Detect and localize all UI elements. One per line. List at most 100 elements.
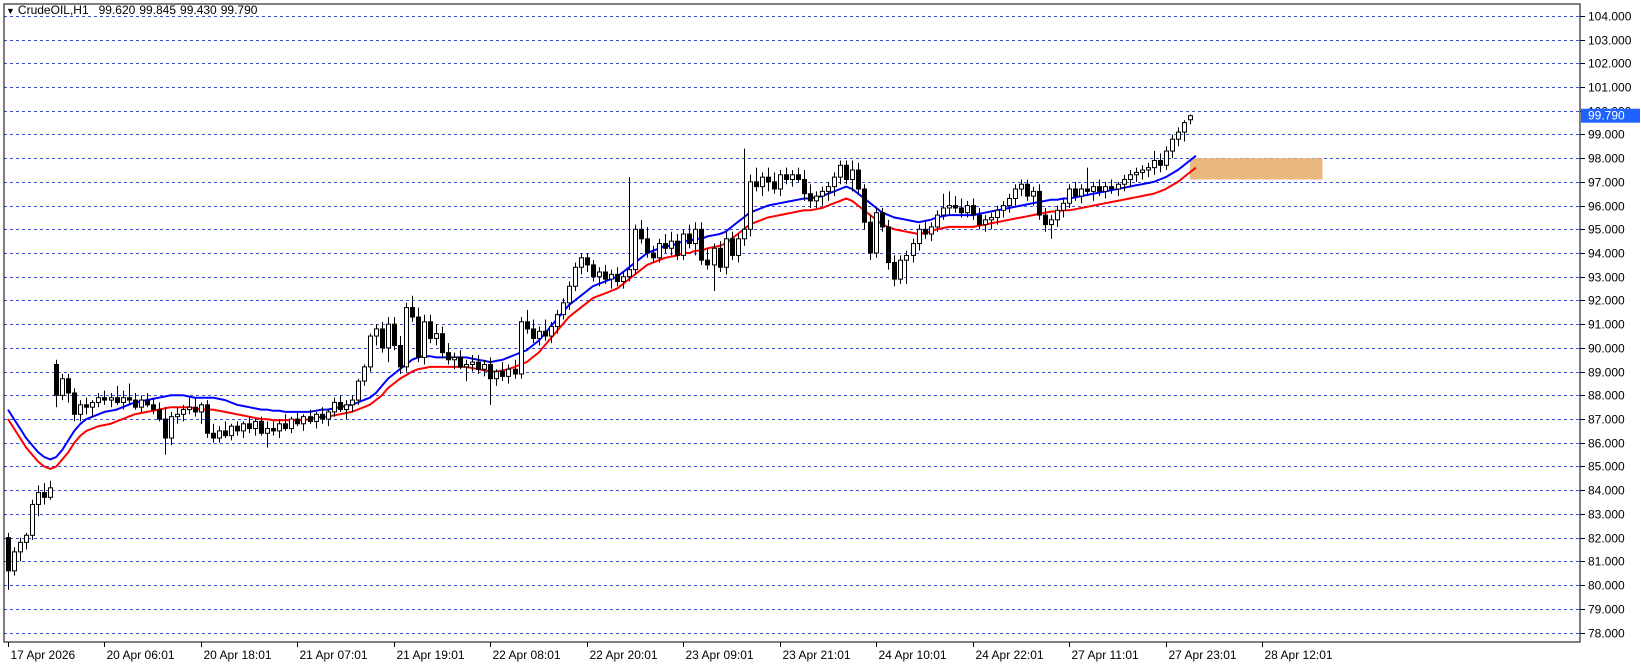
y-tick-label: 96.000: [1588, 200, 1625, 214]
candle-body: [687, 233, 692, 245]
candle-body: [121, 397, 126, 403]
candle-body: [1091, 186, 1096, 192]
candle-body: [223, 430, 228, 437]
candle-body: [211, 432, 216, 439]
candle-body: [102, 397, 107, 401]
y-tick-label: 85.000: [1588, 460, 1625, 474]
y-tick-label: 93.000: [1588, 271, 1625, 285]
candle-body: [326, 411, 331, 420]
candle-body: [289, 418, 294, 430]
candle-body: [1007, 197, 1012, 207]
candle-body: [380, 328, 385, 349]
candle-body: [663, 243, 668, 249]
time-axis[interactable]: 17 Apr 2026 20 Apr 06:01 20 Apr 18:01 21 Ap…: [8, 642, 1333, 662]
candle-body: [115, 397, 120, 403]
candle-body: [90, 401, 95, 408]
symbol-label: CrudeOIL,H1: [17, 3, 89, 17]
candle-body: [235, 425, 240, 432]
symbol-menu-icon[interactable]: ▼: [6, 6, 15, 16]
candle-body: [66, 378, 71, 394]
candle-body: [84, 404, 89, 408]
candle-body: [96, 397, 101, 403]
candle-body: [422, 321, 427, 358]
y-tick-label: 92.000: [1588, 294, 1625, 308]
candle-body: [253, 420, 258, 430]
candle-body: [42, 492, 47, 498]
candle-body: [657, 243, 662, 259]
candle-body: [410, 307, 415, 318]
candle-body: [193, 406, 198, 413]
candle-body: [621, 276, 626, 282]
candle-body: [12, 551, 17, 572]
candle-body: [555, 314, 560, 328]
candle-body: [935, 214, 940, 228]
candle-body: [639, 228, 644, 240]
candle-body: [549, 326, 554, 337]
candle-body: [265, 428, 270, 434]
price-axis[interactable]: 104.000103.000102.000101.000100.00099.00…: [1580, 10, 1640, 641]
x-tick-label: 27 Apr 23:01: [1169, 648, 1237, 662]
plot-frame: [3, 3, 1581, 643]
candle-body: [778, 174, 783, 190]
candle-body: [941, 207, 946, 216]
y-tick-label: 102.000: [1588, 57, 1632, 71]
candle-body: [718, 247, 723, 268]
candle-body: [6, 537, 11, 572]
candle-body: [482, 364, 487, 370]
candle-body: [862, 188, 867, 223]
candle-body: [681, 233, 686, 256]
candle-body: [953, 205, 958, 209]
candle-body: [917, 228, 922, 245]
candle-body: [452, 356, 457, 361]
candle-body: [983, 219, 988, 226]
candle-body: [597, 271, 602, 278]
candle-body: [989, 216, 994, 221]
y-tick-label: 78.000: [1588, 627, 1625, 641]
candle-body: [157, 409, 162, 420]
candle-body: [1116, 183, 1121, 190]
candle-body: [525, 321, 530, 330]
candle-body: [543, 330, 548, 337]
candle-body: [36, 492, 41, 505]
candle-body: [470, 361, 475, 366]
y-tick-label: 104.000: [1588, 10, 1632, 24]
candle-body: [1140, 169, 1145, 173]
candle-body: [368, 335, 373, 368]
candle-body: [844, 164, 849, 181]
candle-body: [675, 240, 680, 256]
candle-body: [169, 416, 174, 439]
candle-body: [705, 259, 710, 266]
x-tick-label: 28 Apr 12:01: [1265, 648, 1333, 662]
y-tick-label: 91.000: [1588, 318, 1625, 332]
candle-body: [78, 404, 83, 415]
y-tick-label: 103.000: [1588, 34, 1632, 48]
candle-body: [730, 238, 735, 256]
candle-body: [573, 266, 578, 287]
candle-body: [440, 333, 445, 354]
candle-body: [127, 397, 132, 401]
candle-body: [850, 169, 855, 181]
candle-body: [880, 212, 885, 228]
candle-body: [72, 392, 77, 415]
candle-body: [832, 176, 837, 188]
candle-body: [519, 321, 524, 375]
candle-body: [404, 307, 409, 368]
candle-body: [344, 404, 349, 411]
candle-body: [603, 271, 608, 280]
y-tick-label: 101.000: [1588, 81, 1632, 95]
candle-body: [790, 174, 795, 181]
candle-body: [748, 181, 753, 230]
candle-body: [814, 195, 819, 202]
x-tick-label: 27 Apr 11:01: [1072, 648, 1139, 662]
candle-body: [1134, 171, 1139, 176]
candle-body: [1043, 214, 1048, 226]
candle-body: [633, 228, 638, 271]
y-tick-label: 95.000: [1588, 223, 1625, 237]
y-tick-label: 98.000: [1588, 152, 1625, 166]
candle-body: [54, 364, 59, 396]
candle-body: [247, 423, 252, 430]
candle-body: [947, 205, 952, 209]
candle-body: [651, 252, 656, 259]
candle-body: [133, 399, 138, 408]
